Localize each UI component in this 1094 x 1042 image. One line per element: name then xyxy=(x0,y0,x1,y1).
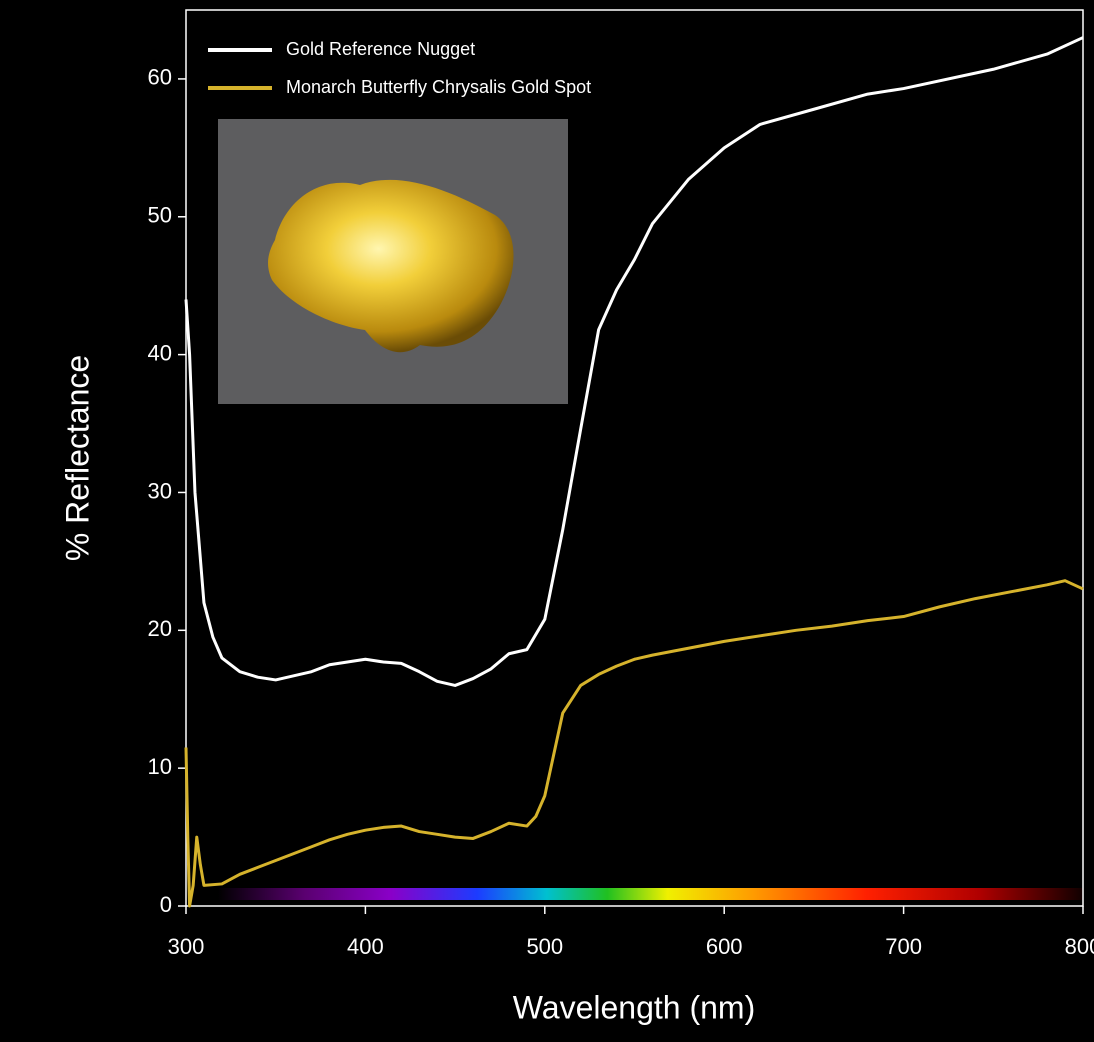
page: {"chart_data": { "type": "line", "x_labe… xyxy=(0,0,1094,1042)
y-tick-label: 60 xyxy=(148,65,172,90)
legend-label: Monarch Butterfly Chrysalis Gold Spot xyxy=(286,77,591,97)
y-tick-label: 20 xyxy=(148,616,172,641)
y-axis-title: % Reflectance xyxy=(59,355,95,561)
x-tick-label: 800 xyxy=(1065,934,1094,959)
x-tick-label: 500 xyxy=(526,934,563,959)
y-tick-label: 40 xyxy=(148,340,172,365)
chart: Wavelength (nm) % Reflectance 0 10 20 30 40 5… xyxy=(0,0,1094,1042)
y-tick-label: 30 xyxy=(148,478,172,503)
spectrum-bar xyxy=(218,888,1083,900)
x-tick-label: 600 xyxy=(706,934,743,959)
x-tick-label: 400 xyxy=(347,934,384,959)
x-tick-label: 700 xyxy=(885,934,922,959)
y-tick-label: 10 xyxy=(148,754,172,779)
y-tick-label: 50 xyxy=(148,203,172,228)
inset-photo xyxy=(218,119,568,404)
legend-label: Gold Reference Nugget xyxy=(286,39,475,59)
y-tick-label: 0 xyxy=(160,892,172,917)
x-tick-label: 300 xyxy=(168,934,205,959)
x-axis-title: Wavelength (nm) xyxy=(513,989,755,1025)
series-line xyxy=(186,581,1083,906)
